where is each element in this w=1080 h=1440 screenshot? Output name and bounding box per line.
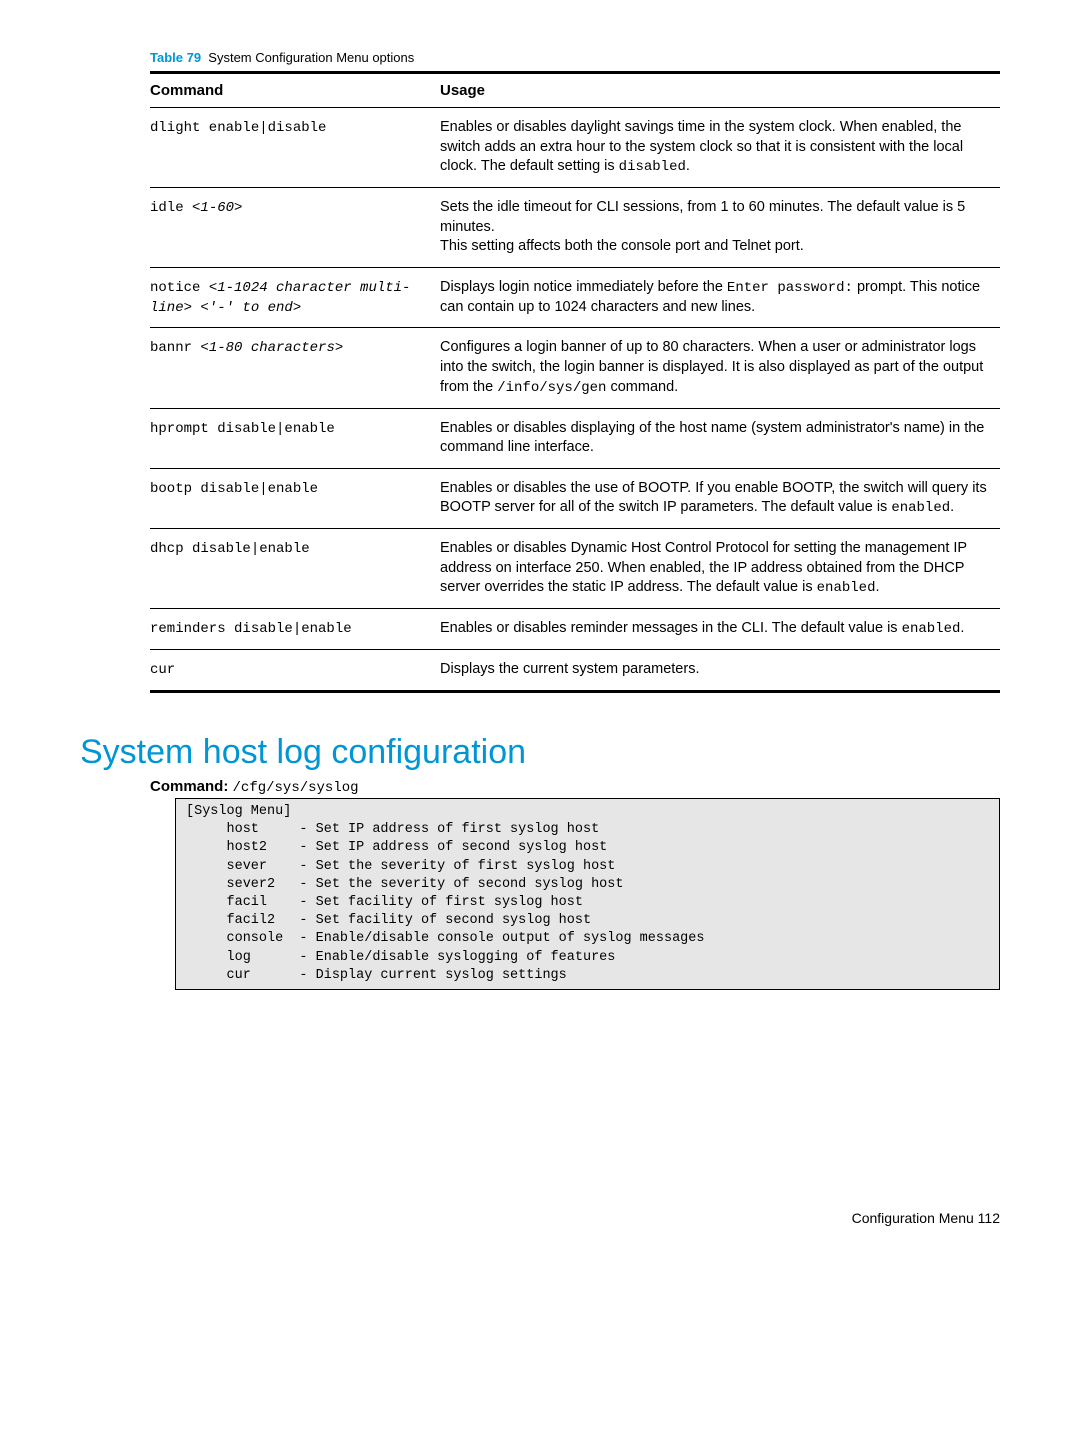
- config-table: Command Usage dlight enable|disableEnabl…: [150, 71, 1000, 693]
- cell-command: bannr <1-80 characters>: [150, 328, 440, 408]
- section-title: System host log configuration: [80, 733, 1000, 772]
- cell-command: notice <1-1024 character multi-line> <'-…: [150, 267, 440, 328]
- command-text: /cfg/sys/syslog: [233, 780, 359, 796]
- syslog-menu-code: [Syslog Menu] host - Set IP address of f…: [175, 798, 1000, 990]
- th-usage: Usage: [440, 73, 1000, 108]
- table-row: idle <1-60>Sets the idle timeout for CLI…: [150, 188, 1000, 268]
- cell-command: bootp disable|enable: [150, 468, 440, 528]
- table-row: bootp disable|enableEnables or disables …: [150, 468, 1000, 528]
- cell-command: dlight enable|disable: [150, 108, 440, 188]
- cell-usage: Enables or disables displaying of the ho…: [440, 408, 1000, 468]
- cell-usage: Enables or disables the use of BOOTP. If…: [440, 468, 1000, 528]
- table-row: reminders disable|enableEnables or disab…: [150, 609, 1000, 650]
- cell-usage: Configures a login banner of up to 80 ch…: [440, 328, 1000, 408]
- table-row: dlight enable|disableEnables or disables…: [150, 108, 1000, 188]
- cell-command: dhcp disable|enable: [150, 529, 440, 609]
- cell-command: idle <1-60>: [150, 188, 440, 268]
- table-row: notice <1-1024 character multi-line> <'-…: [150, 267, 1000, 328]
- table-row: curDisplays the current system parameter…: [150, 649, 1000, 691]
- table-row: hprompt disable|enableEnables or disable…: [150, 408, 1000, 468]
- cell-usage: Displays login notice immediately before…: [440, 267, 1000, 328]
- table-row: bannr <1-80 characters>Configures a logi…: [150, 328, 1000, 408]
- cell-command: hprompt disable|enable: [150, 408, 440, 468]
- cell-usage: Enables or disables daylight savings tim…: [440, 108, 1000, 188]
- cell-command: reminders disable|enable: [150, 609, 440, 650]
- cell-usage: Enables or disables reminder messages in…: [440, 609, 1000, 650]
- cell-usage: Displays the current system parameters.: [440, 649, 1000, 691]
- table-caption-label: Table 79: [150, 50, 201, 65]
- cell-usage: Enables or disables Dynamic Host Control…: [440, 529, 1000, 609]
- table-caption-text: System Configuration Menu options: [208, 50, 414, 65]
- command-line: Command: /cfg/sys/syslog: [150, 778, 1000, 796]
- th-command: Command: [150, 73, 440, 108]
- table-row: dhcp disable|enableEnables or disables D…: [150, 529, 1000, 609]
- command-label: Command:: [150, 778, 228, 795]
- page-footer: Configuration Menu 112: [80, 1210, 1000, 1226]
- cell-command: cur: [150, 649, 440, 691]
- table-caption: Table 79 System Configuration Menu optio…: [150, 50, 1000, 65]
- cell-usage: Sets the idle timeout for CLI sessions, …: [440, 188, 1000, 268]
